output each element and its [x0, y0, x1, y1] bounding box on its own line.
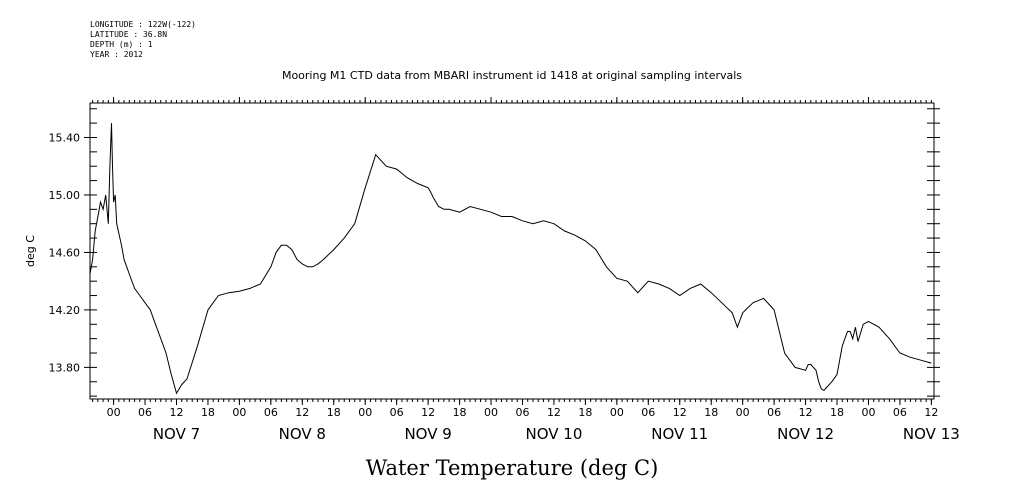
x-day-label: NOV 7	[153, 425, 200, 443]
x-hour-label: 06	[138, 406, 152, 419]
x-axis-label: Water Temperature (deg C)	[366, 456, 659, 480]
x-day-label: NOV 8	[279, 425, 326, 443]
longitude-text: LONGITUDE : 122W(-122)	[90, 20, 196, 29]
x-hour-label: 00	[736, 406, 750, 419]
x-day-label: NOV 10	[525, 425, 582, 443]
latitude-text: LATITUDE : 36.8N	[90, 30, 168, 39]
x-hour-label: 06	[641, 406, 655, 419]
x-hour-label: 12	[924, 406, 938, 419]
x-axis: 00 06 12 18 00 06 12 18 00 06 12 18 00 06 12 18 00 06 12 18…	[107, 399, 960, 443]
y-tick-label: 15.40	[49, 131, 81, 144]
x-hour-label: 12	[421, 406, 435, 419]
y-axis: 13.80 14.20 14.60 15.00 15.40	[49, 108, 940, 397]
x-hour-label: 12	[295, 406, 309, 419]
metadata-block: LONGITUDE : 122W(-122) LATITUDE : 36.8N …	[90, 20, 196, 60]
y-tick-label: 14.60	[49, 246, 81, 259]
x-hour-label: 06	[390, 406, 404, 419]
x-hour-label: 06	[893, 406, 907, 419]
x-hour-label: 06	[515, 406, 529, 419]
y-tick-label: 15.00	[49, 189, 81, 202]
x-hour-label: 12	[799, 406, 813, 419]
y-axis-label: deg C	[24, 235, 37, 267]
y-tick-label: 13.80	[49, 361, 81, 374]
x-hour-label: 00	[610, 406, 624, 419]
x-day-label: NOV 11	[651, 425, 708, 443]
x-hour-label: 18	[327, 406, 341, 419]
y-tick-label: 14.20	[49, 304, 81, 317]
x-hour-label: 06	[264, 406, 278, 419]
depth-text: DEPTH (m) : 1	[90, 40, 153, 49]
x-day-label: NOV 13	[903, 425, 960, 443]
minor-ticks	[92, 97, 932, 402]
x-hour-label: 00	[232, 406, 246, 419]
year-text: YEAR : 2012	[90, 50, 143, 59]
x-day-label: NOV 9	[404, 425, 451, 443]
x-hour-label: 18	[830, 406, 844, 419]
x-hour-label: 12	[673, 406, 687, 419]
x-hour-label: 18	[578, 406, 592, 419]
x-hour-label: 00	[484, 406, 498, 419]
x-hour-label: 00	[861, 406, 875, 419]
x-day-label: NOV 12	[777, 425, 834, 443]
x-hour-label: 06	[767, 406, 781, 419]
x-hour-label: 18	[201, 406, 215, 419]
temperature-series-line	[89, 123, 932, 395]
x-hour-label: 12	[547, 406, 561, 419]
plot-frame	[89, 102, 935, 400]
x-hour-label: 12	[169, 406, 183, 419]
x-hour-label: 00	[107, 406, 121, 419]
x-hour-label: 18	[453, 406, 467, 419]
chart-title: Mooring M1 CTD data from MBARI instrumen…	[282, 69, 742, 82]
x-hour-label: 00	[358, 406, 372, 419]
x-hour-label: 18	[704, 406, 718, 419]
